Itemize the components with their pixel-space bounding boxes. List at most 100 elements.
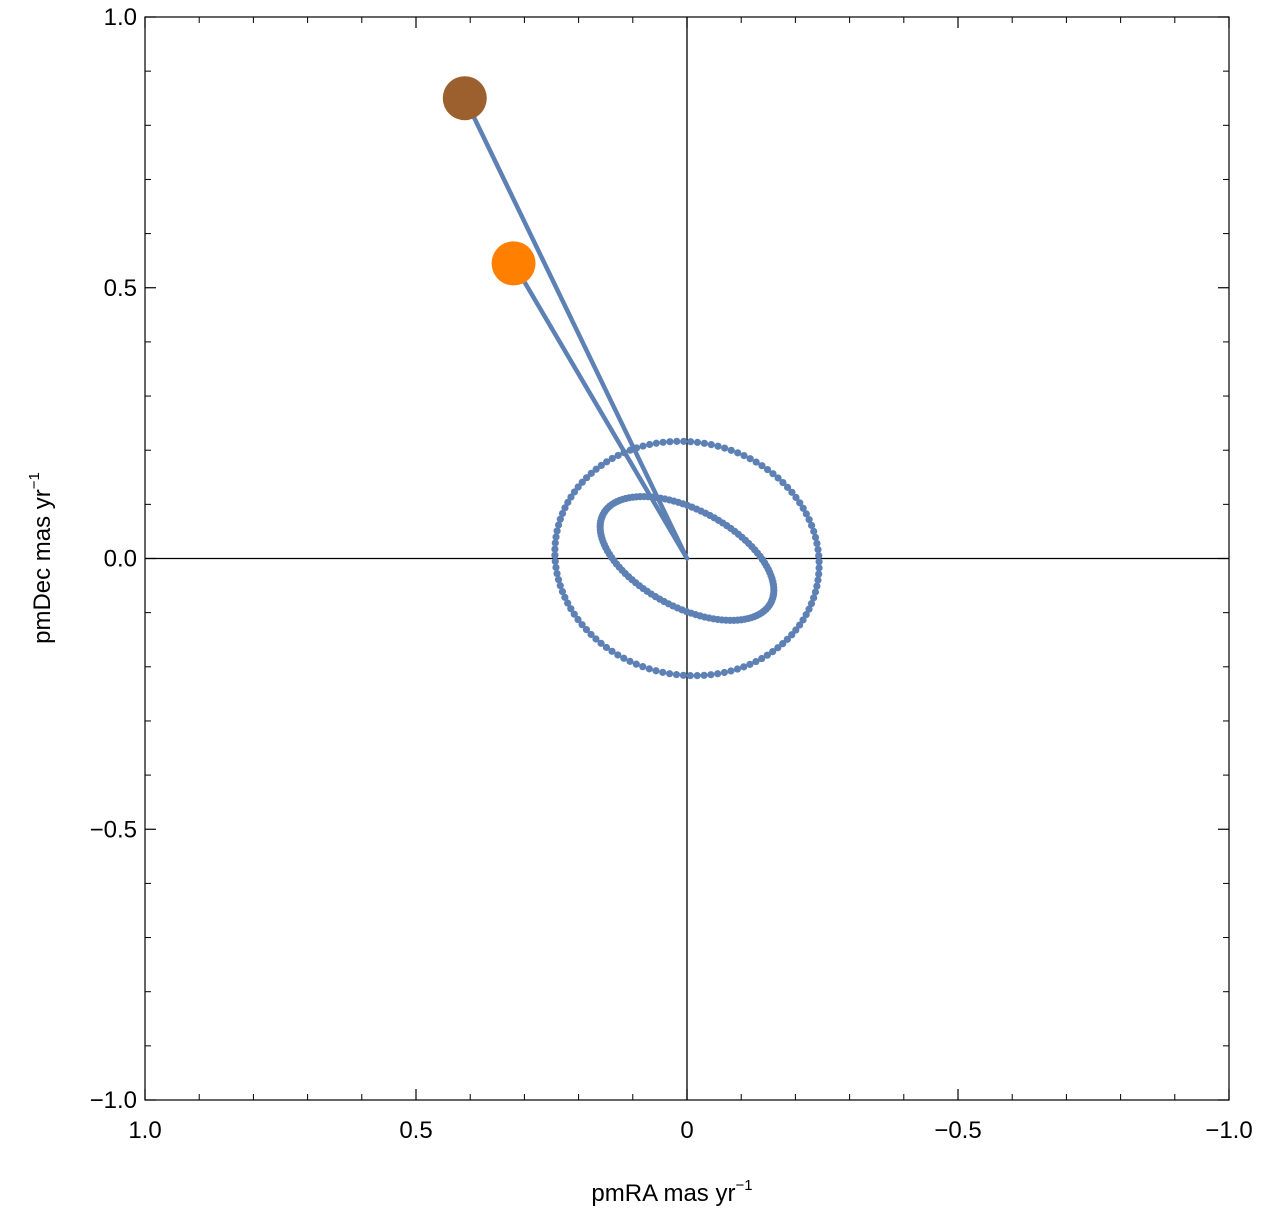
ellipse-point <box>608 454 616 463</box>
ellipse-point <box>763 465 772 474</box>
ellipse-point <box>620 654 628 662</box>
ellipse-point <box>707 671 715 679</box>
ellipse-point <box>551 557 559 565</box>
ellipse-point <box>639 442 647 450</box>
ellipse-point <box>602 643 611 652</box>
data-point-1 <box>442 76 487 121</box>
ellipse-point <box>639 663 647 671</box>
x-tick-label: 0.5 <box>399 1117 432 1144</box>
ellipse-point <box>574 615 582 624</box>
ellipse-point <box>814 545 822 554</box>
ellipse-point <box>774 474 782 482</box>
ellipse-point <box>714 670 722 678</box>
ellipse-point <box>802 510 810 518</box>
x-axis-title-text: pmRA mas yr <box>591 1180 735 1207</box>
ellipse-point <box>564 599 572 607</box>
ellipse-point <box>796 499 804 507</box>
ellipse-point <box>763 651 771 659</box>
ellipse-point <box>740 663 748 671</box>
ellipse-point <box>567 605 575 613</box>
ellipse-point <box>752 458 760 466</box>
ellipse-point <box>810 527 818 535</box>
ellipse-point <box>578 478 586 486</box>
ellipse-point <box>666 670 674 678</box>
ellipse-point <box>779 478 787 487</box>
ellipse-point <box>659 438 667 446</box>
ellipse-1 <box>551 437 823 680</box>
ellipse-point <box>574 483 582 491</box>
data-points <box>442 76 536 286</box>
ellipse-point <box>746 455 754 463</box>
ellipse-point <box>721 444 729 452</box>
ellipse-point <box>693 672 701 680</box>
ellipse-point <box>811 533 820 541</box>
ellipse-point <box>570 488 579 496</box>
ellipse-point <box>727 667 735 675</box>
ellipse-point <box>807 599 816 608</box>
ellipse-point <box>552 533 560 541</box>
y-tick-label: 1.0 <box>104 4 137 31</box>
ellipse-point <box>805 516 813 524</box>
ellipse-point <box>765 601 774 609</box>
ellipse-point <box>666 438 674 446</box>
ellipse-point <box>673 437 681 445</box>
ellipse-point <box>788 488 796 496</box>
ellipse-point <box>707 441 715 449</box>
ellipse-point <box>558 587 566 596</box>
motion-vector-2 <box>511 261 690 561</box>
motion-vectors <box>462 95 690 561</box>
ellipse-point <box>672 671 681 679</box>
ellipse-point <box>614 651 622 659</box>
ellipse-point <box>553 527 561 535</box>
ellipse-point <box>799 504 807 512</box>
ellipse-point <box>551 545 559 553</box>
ellipse-point <box>727 446 735 454</box>
ellipse-point <box>626 657 634 665</box>
ellipse-point <box>587 469 595 477</box>
ellipse-point <box>626 446 634 454</box>
ellipse-point <box>714 442 722 450</box>
x-tick-label: −0.5 <box>934 1117 981 1144</box>
ellipse-point <box>680 437 688 445</box>
ellipse-point <box>783 483 792 491</box>
ellipse-point <box>734 449 742 457</box>
ellipse-point <box>679 671 687 679</box>
ellipse-point <box>687 438 695 446</box>
ellipse-point <box>783 635 791 643</box>
ellipse-point <box>774 644 782 652</box>
ellipse-point <box>813 582 821 590</box>
ellipse-point <box>758 654 766 663</box>
ellipse-point <box>578 621 586 629</box>
y-axis-title-text: pmDec mas yr <box>29 489 56 644</box>
ellipse-point <box>603 458 611 466</box>
x-tick-label: 1.0 <box>128 1117 161 1144</box>
x-tick-label: 0 <box>680 1117 693 1144</box>
ellipse-point <box>561 504 569 512</box>
ellipse-point <box>614 451 622 460</box>
ellipse-point <box>792 626 800 634</box>
ellipse-point <box>814 576 822 584</box>
ellipse-2 <box>596 493 778 624</box>
ellipse-point <box>632 660 640 668</box>
ellipse-point <box>700 439 708 447</box>
ellipse-point <box>792 493 800 502</box>
ellipse-point <box>645 665 653 673</box>
ellipse-point <box>551 551 559 559</box>
ellipse-point <box>733 665 742 673</box>
ellipse-point <box>554 576 563 584</box>
x-tick-label: −1.0 <box>1205 1117 1252 1144</box>
y-tick-label: −1.0 <box>90 1087 137 1114</box>
ellipse-point <box>758 462 766 470</box>
ellipse-point <box>659 668 667 676</box>
ellipse-point <box>769 470 777 478</box>
y-tick-label: 0.0 <box>104 546 137 573</box>
ellipse-point <box>779 640 787 648</box>
ellipse-point <box>720 668 728 677</box>
y-axis-title: pmDec mas yr−1 <box>26 472 56 644</box>
ellipse-point <box>746 660 754 668</box>
ellipse-point <box>570 610 578 618</box>
ellipse-point <box>556 515 564 523</box>
ellipse-point <box>700 671 708 679</box>
ellipse-point <box>583 474 591 482</box>
